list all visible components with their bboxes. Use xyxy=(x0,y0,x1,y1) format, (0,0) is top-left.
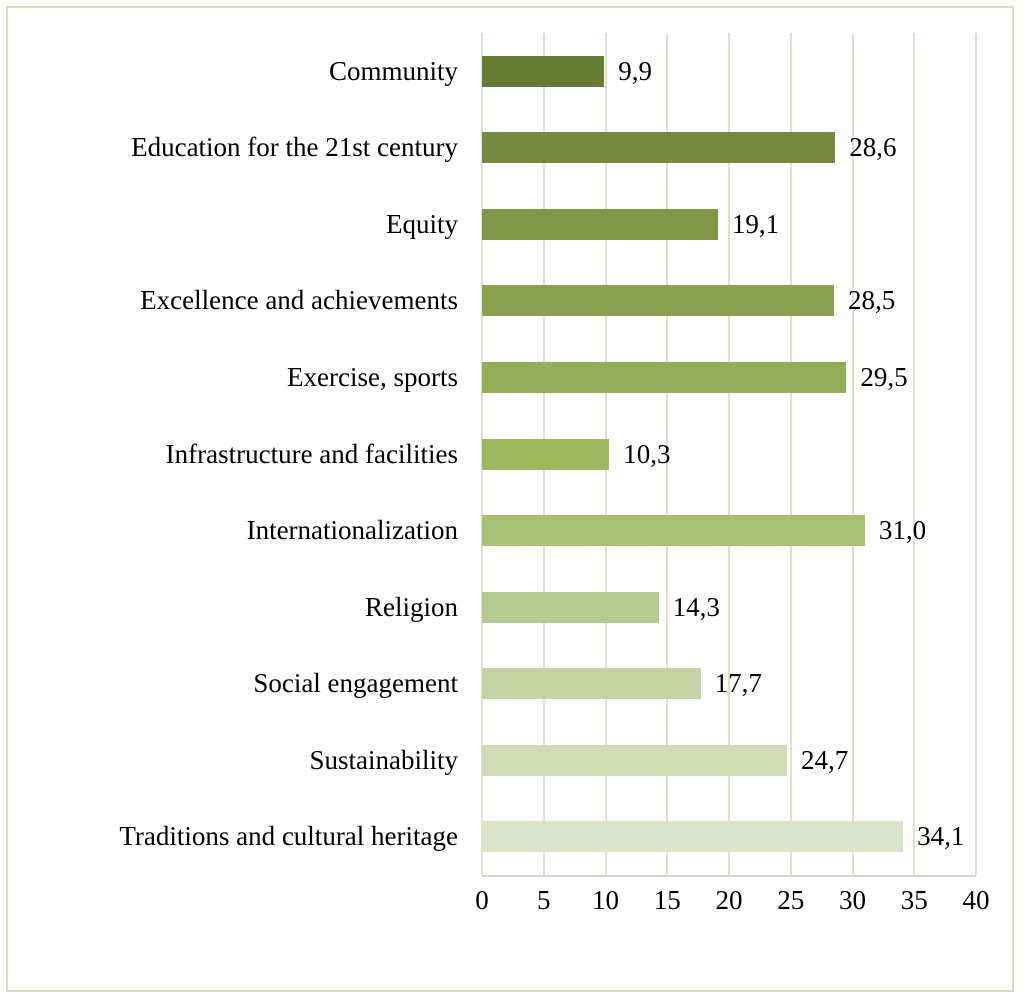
bar-value-label: 14,3 xyxy=(672,591,720,622)
bar-value-label: 31,0 xyxy=(878,515,927,546)
bar-series: 9,9 28,6 19,1 28,5 29,5 10,3 31,0 14,3 17,7 24,7 3… xyxy=(482,33,976,875)
bar-value-label: 28,5 xyxy=(847,285,896,316)
bar-value-label: 34,1 xyxy=(917,821,965,852)
bar-row: 19,1 xyxy=(482,186,976,263)
x-tick-label: 35 xyxy=(900,885,928,915)
bar-value-label: 28,6 xyxy=(849,132,897,163)
bar xyxy=(482,438,610,470)
bar xyxy=(482,591,659,623)
x-tick-label: 40 xyxy=(962,885,990,915)
bar-row: 9,9 xyxy=(482,33,976,110)
category-label: Religion xyxy=(365,591,458,622)
bar xyxy=(482,515,865,547)
bar xyxy=(482,55,605,87)
bar-value-label: 19,1 xyxy=(731,208,780,239)
bar-value-label: 10,3 xyxy=(623,438,671,469)
bar xyxy=(482,821,904,853)
category-label: Exercise, sports xyxy=(287,361,458,392)
category-label: Social engagement xyxy=(253,668,458,699)
bar xyxy=(482,208,718,240)
x-tick-label: 15 xyxy=(653,885,681,915)
bar-row: 34,1 xyxy=(482,798,976,875)
x-tick-label: 25 xyxy=(777,885,805,915)
gridline-x-20 xyxy=(728,33,730,875)
gridline-x-25 xyxy=(789,33,792,875)
x-axis: 0 5 10 15 20 25 30 35 40 xyxy=(475,885,989,921)
bar-row: 29,5 xyxy=(482,339,976,416)
x-tick-label: 30 xyxy=(839,885,866,915)
x-tick-label: 10 xyxy=(592,885,619,915)
bar xyxy=(482,361,847,393)
category-axis: Community Education for the 21st century E… xyxy=(8,33,470,875)
category-label: Internationalization xyxy=(246,515,458,546)
bar-value-label: 29,5 xyxy=(860,361,908,392)
plot-area: 9,9 28,6 19,1 28,5 29,5 10,3 31,0 14,3 17,7 24,7 3… xyxy=(481,33,977,877)
gridline-x-30 xyxy=(851,33,854,875)
bar xyxy=(482,132,836,164)
x-tick-label: 0 xyxy=(475,885,489,915)
bar-value-label: 17,7 xyxy=(714,668,762,699)
category-label: Excellence and achievements xyxy=(140,285,458,316)
gridline-x-15 xyxy=(666,33,669,875)
x-tick-label: 20 xyxy=(715,885,743,915)
bar-row: 17,7 xyxy=(482,645,976,722)
bar-row: 31,0 xyxy=(482,492,976,569)
bar-row: 28,5 xyxy=(482,263,976,340)
bar-value-label: 9,9 xyxy=(618,55,652,86)
bar-row: 10,3 xyxy=(482,416,976,493)
bar-value-label: 24,7 xyxy=(801,744,849,775)
bar-row: 14,3 xyxy=(482,569,976,646)
bar xyxy=(482,744,788,776)
category-label: Education for the 21st century xyxy=(131,132,458,163)
category-label: Equity xyxy=(386,208,458,239)
bar-row: 28,6 xyxy=(482,110,976,187)
bar xyxy=(482,285,834,317)
category-label: Traditions and cultural heritage xyxy=(119,821,458,852)
gridline-x-40 xyxy=(975,33,977,875)
category-label: Community xyxy=(328,55,458,86)
category-label: Sustainability xyxy=(309,744,459,775)
category-label: Infrastructure and facilities xyxy=(165,438,458,469)
bar xyxy=(482,668,701,700)
bar-row: 24,7 xyxy=(482,722,976,799)
x-tick-label: 5 xyxy=(537,885,551,915)
gridline-x-35 xyxy=(913,33,916,875)
